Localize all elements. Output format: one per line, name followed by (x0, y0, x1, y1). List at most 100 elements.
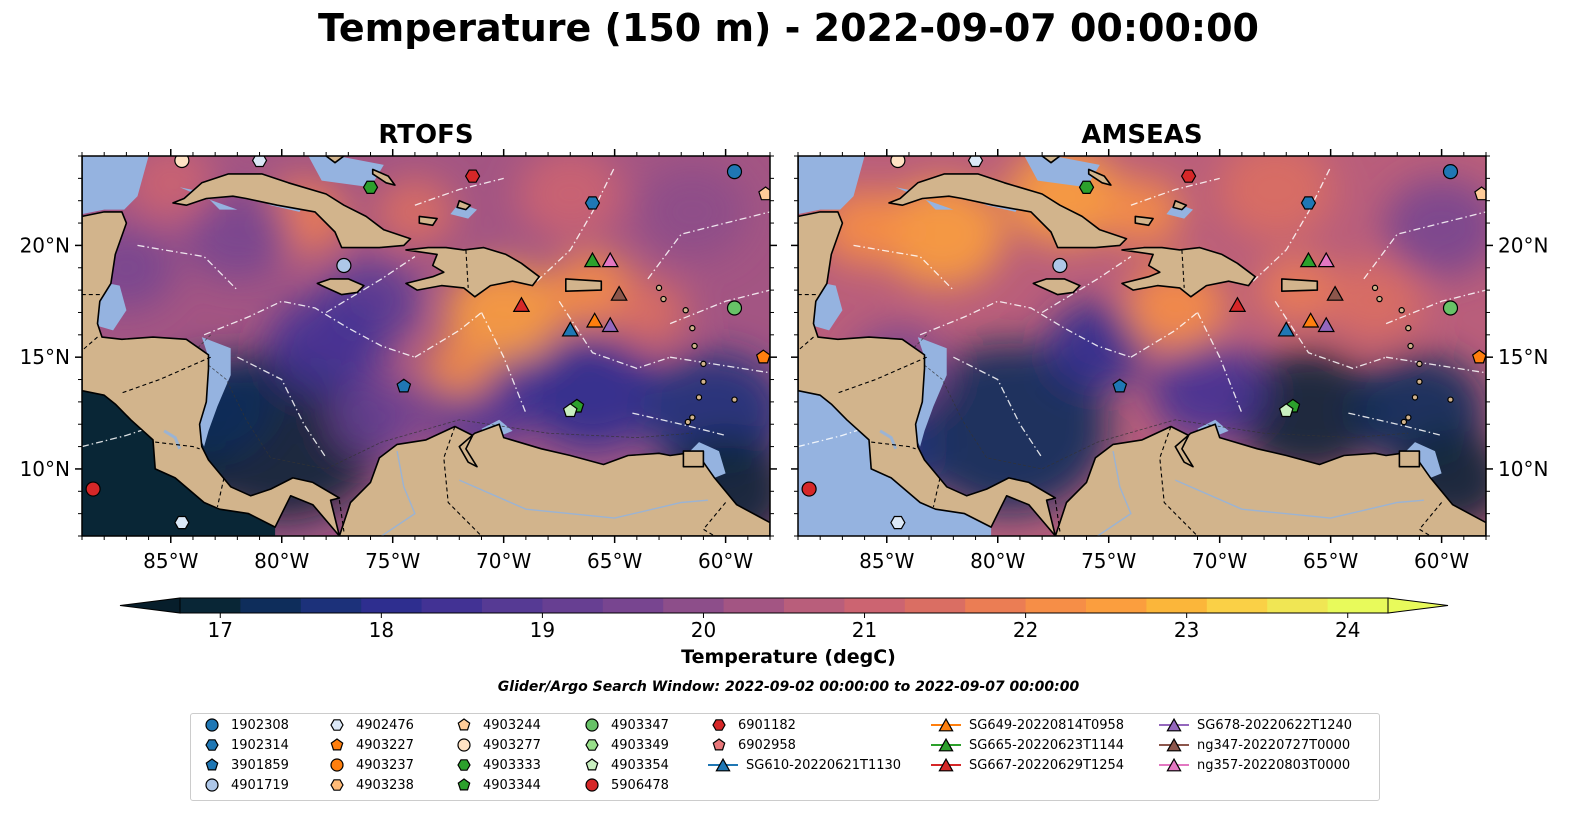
legend-marker-pentagon (330, 738, 344, 751)
land-hispaniola (405, 246, 540, 298)
legend-marker-hexagon (205, 739, 219, 751)
temperature-blob (820, 189, 909, 266)
colorbar-tick-label: 18 (368, 618, 395, 642)
eez-boundary (669, 356, 770, 374)
obs-4903244 (1474, 186, 1486, 201)
island (700, 360, 707, 368)
legend-label: SG649-20220814T0958 (969, 717, 1125, 733)
legend-symbol (457, 778, 471, 791)
legend-label: SG665-20220623T1144 (969, 737, 1125, 753)
legend-symbol (330, 779, 344, 791)
legend-symbol (938, 717, 954, 732)
legend-label: 4903277 (483, 737, 541, 753)
country-border (798, 336, 814, 351)
island (689, 414, 696, 421)
land-bahamas3 (1134, 215, 1154, 227)
land-bahamas3 (418, 215, 438, 227)
eez-boundary (203, 300, 416, 358)
colorbar-tick-label: 24 (1334, 618, 1361, 642)
temperature-blob (1006, 156, 1123, 246)
temperature-blob (1150, 341, 1267, 441)
temperature-blob (607, 278, 688, 347)
obs-4901719 (336, 257, 352, 274)
legend-marker-triangle (931, 737, 961, 752)
obs-SG610-20220621T1130 (1277, 321, 1295, 337)
colorbar-swatch (965, 598, 1027, 613)
eez-boundary (325, 256, 416, 314)
land-bahamas2 (371, 168, 396, 186)
land-puertorico (565, 278, 603, 292)
colorbar-under-arrow (119, 597, 181, 614)
island (695, 394, 703, 401)
legend-marker-triangle (708, 757, 738, 772)
legend-label: ng357-20220803T0000 (1197, 757, 1351, 773)
legend-marker-triangle (931, 717, 961, 732)
legend-marker-triangle (1159, 737, 1189, 752)
search-window-caption: Glider/Argo Search Window: 2022-09-02 00… (497, 679, 1080, 695)
legend-label: 4903227 (356, 737, 414, 753)
lon-tick-label: 75°W (365, 549, 420, 573)
colorbar-tick-label: 22 (1012, 618, 1039, 642)
colorbar-over-arrow (1387, 597, 1449, 614)
legend-symbol (205, 758, 219, 771)
temperature-blob (517, 156, 624, 240)
eez-boundary (647, 211, 770, 280)
colorbar-swatch (1146, 598, 1208, 613)
lon-tick-label: 80°W (970, 549, 1025, 573)
island (1376, 295, 1383, 303)
land-central (82, 156, 341, 536)
colorbar-swatch (542, 598, 604, 613)
land-puertorico (1281, 278, 1319, 292)
legend-entry: 4902476 (326, 715, 414, 735)
legend-entry: SG678-20220622T1240 (1159, 715, 1352, 735)
country-border (1418, 502, 1443, 536)
legend-entry: 1902314 (201, 735, 289, 755)
legend-symbol (1166, 717, 1182, 732)
shallow-water (197, 337, 231, 447)
legend-entry: ng357-20220803T0000 (1159, 755, 1350, 775)
obs-4902476 (967, 156, 984, 168)
obs-4903333 (362, 180, 379, 194)
colorbar-swatch (1025, 598, 1087, 613)
obs-3901859 (396, 378, 412, 393)
legend-label: SG667-20220629T1254 (969, 757, 1125, 773)
shallow-water (1024, 156, 1100, 188)
shallow-water (308, 156, 384, 188)
colorbar-swatch (1206, 598, 1268, 613)
obs-SG649-20220814T0958 (585, 312, 604, 328)
country-border (155, 441, 200, 450)
temperature-blob (880, 181, 1005, 288)
legend-entry: ng347-20220727T0000 (1159, 735, 1350, 755)
legend-marker-triangle (1159, 757, 1189, 772)
legend-label: 1902314 (231, 737, 289, 753)
eez-boundary (669, 289, 770, 325)
obs-ng357-20220803T0000 (601, 251, 619, 268)
eez-boundary (480, 312, 527, 414)
island (700, 378, 707, 385)
eez-boundary (237, 356, 327, 459)
obs-4903354 (562, 403, 578, 418)
temperature-blob (525, 335, 660, 450)
island (684, 418, 692, 426)
temperature-blob (1217, 156, 1333, 239)
eez-boundary (1274, 300, 1387, 370)
legend-symbol (712, 738, 726, 751)
colorbar-swatch (482, 598, 543, 613)
legend-marker-circle (205, 778, 219, 792)
legend-entry: 6901182 (708, 715, 796, 735)
temperature-blob (1326, 259, 1424, 344)
river (459, 479, 708, 519)
land-central (798, 156, 1057, 536)
colorbar-tick-label: 23 (1173, 618, 1200, 642)
land-hispaniola (1121, 246, 1256, 298)
colorbar-swatch (1086, 598, 1147, 613)
legend-symbol (585, 758, 599, 771)
island (691, 342, 698, 350)
legend-symbol (457, 738, 471, 752)
lon-tick-label: 70°W (1192, 549, 1247, 573)
colorbar-frame (179, 597, 1389, 614)
country-border (338, 500, 345, 532)
eez-boundary (1041, 256, 1132, 314)
obs-SG667-20220629T1254 (1228, 296, 1247, 312)
